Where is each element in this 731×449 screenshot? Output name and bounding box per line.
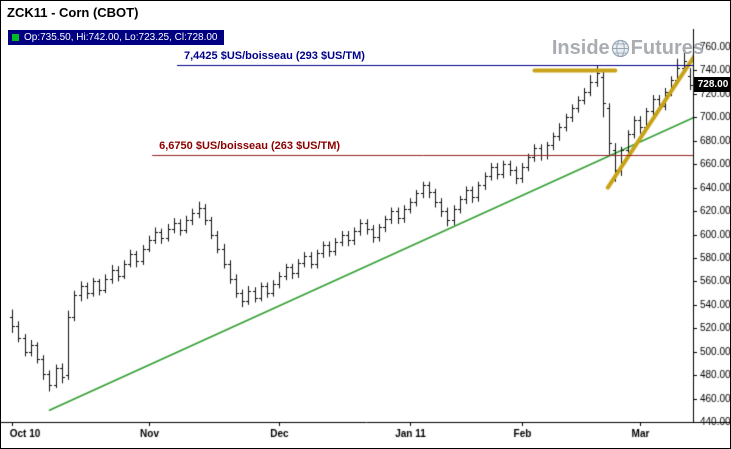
- last-price-box: 728.00: [694, 77, 730, 92]
- globe-icon: [611, 39, 630, 58]
- quote-bar: Op:735.50, Hi:742.00, Lo:723.25, Cl:728.…: [8, 30, 225, 45]
- quote-bullet-icon: [12, 34, 19, 41]
- watermark-inside: Inside: [551, 37, 610, 59]
- chart-title: ZCK11 - Corn (CBOT): [7, 5, 139, 20]
- watermark-futures: Futures: [630, 37, 704, 59]
- quote-text: Op:735.50, Hi:742.00, Lo:723.25, Cl:728.…: [24, 32, 218, 43]
- resistance-label: 7,4425 $US/boisseau (293 $US/TM): [184, 50, 365, 63]
- watermark: Inside Futures: [552, 37, 704, 60]
- support-label: 6,6750 $US/boisseau (263 $US/TM): [159, 140, 341, 153]
